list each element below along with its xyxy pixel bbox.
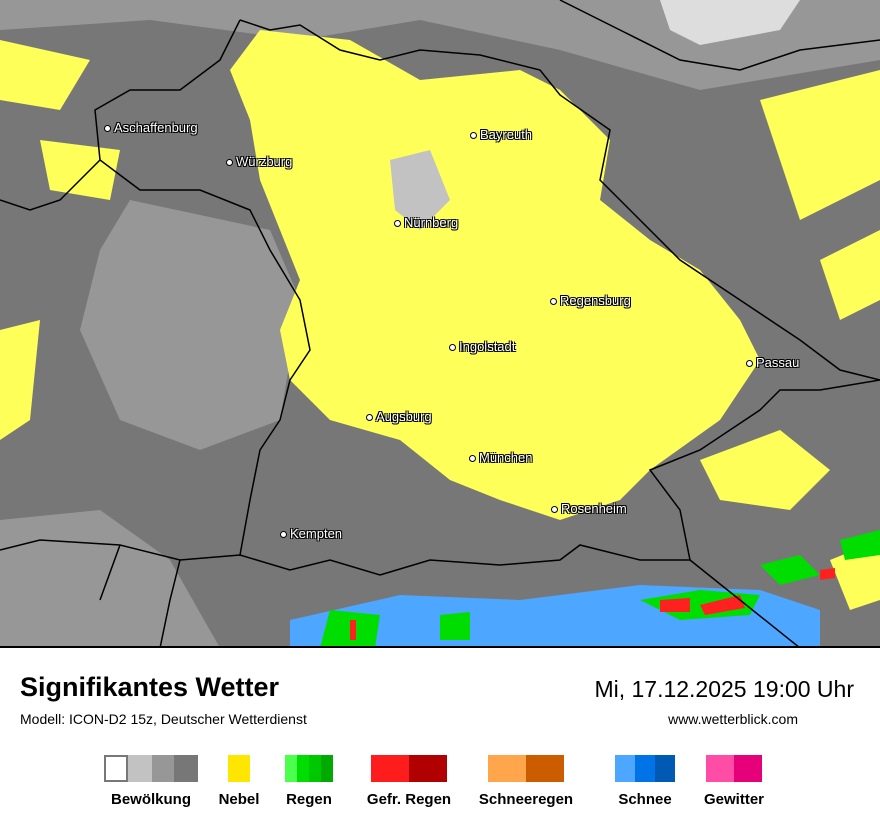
city-dot-icon [449, 344, 456, 352]
legend-swatch [309, 755, 321, 782]
city-rosenheim: Rosenheim [551, 501, 627, 516]
cloud-light-area [660, 0, 800, 45]
legend-swatch [104, 755, 128, 782]
city-nuernberg: Nürnberg [394, 215, 458, 230]
city-dot-icon [226, 159, 233, 167]
city-label: Ingolstadt [459, 339, 516, 354]
city-passau: Passau [746, 355, 799, 370]
city-label: Regensburg [560, 293, 631, 308]
city-label: München [479, 450, 533, 465]
legend-swatch [655, 755, 675, 782]
legend-label: Schneeregen [478, 791, 574, 808]
city-dot-icon [551, 506, 558, 514]
city-augsburg: Augsburg [366, 409, 432, 424]
map-canvas [0, 0, 880, 646]
legend-swatch [228, 755, 250, 782]
cloud-mid-area [0, 0, 880, 90]
legend-swatch [285, 755, 297, 782]
fog-patches [0, 40, 880, 610]
city-label: Würzburg [236, 154, 293, 169]
legend-swatches [488, 755, 564, 782]
city-label: Aschaffenburg [114, 120, 198, 135]
cloud-mid-area [80, 200, 300, 450]
legend-swatches [706, 755, 762, 782]
city-aschaffenburg: Aschaffenburg [104, 120, 198, 135]
legend-item-schnee: Schnee [615, 755, 675, 808]
weather-map: Aschaffenburg Würzburg Bayreuth Nürnberg… [0, 0, 880, 648]
city-regensburg: Regensburg [550, 293, 631, 308]
city-ingolstadt: Ingolstadt [449, 339, 515, 354]
legend-swatch [635, 755, 655, 782]
legend-swatch [128, 755, 152, 782]
legend-item-schneeregen: Schneeregen [479, 755, 573, 808]
city-dot-icon [469, 455, 476, 463]
city-kempten: Kempten [280, 526, 342, 541]
legend-swatch [409, 755, 447, 782]
legend-swatch [321, 755, 333, 782]
city-label: Rosenheim [561, 501, 627, 516]
legend-label: Regen [286, 791, 332, 808]
legend-swatch [371, 755, 409, 782]
border-sachsen [559, 0, 880, 71]
border-austria [0, 379, 880, 576]
legend-item-gewitter: Gewitter [704, 755, 764, 808]
city-dot-icon [470, 132, 477, 140]
legend-label: Gefr. Regen [366, 791, 452, 808]
border-hessen [0, 159, 101, 211]
legend-swatches [615, 755, 675, 782]
city-dot-icon [394, 220, 401, 228]
legend-item-bewölkung: Bewölkung [104, 755, 198, 808]
legend-swatches [228, 755, 250, 782]
forecast-datetime: Mi, 17.12.2025 19:00 Uhr [594, 676, 854, 702]
legend-swatch [706, 755, 734, 782]
legend-swatch [734, 755, 762, 782]
city-bayreuth: Bayreuth [470, 127, 532, 142]
borders [0, 0, 880, 646]
city-muenchen: München [469, 450, 532, 465]
cloud-light-area [390, 150, 450, 230]
legend-swatch [526, 755, 564, 782]
city-dot-icon [746, 360, 753, 368]
border-lines [99, 544, 799, 646]
legend-item-regen: Regen [285, 755, 333, 808]
legend-swatches [371, 755, 447, 782]
legend-label: Gewitter [703, 791, 765, 808]
city-dot-icon [280, 531, 287, 539]
city-dot-icon [104, 125, 111, 133]
fog-area [230, 30, 760, 520]
model-subtitle: Modell: ICON-D2 15z, Deutscher Wetterdie… [20, 711, 307, 727]
city-dot-icon [366, 414, 373, 422]
legend-item-gefr-regen: Gefr. Regen [367, 755, 451, 808]
city-label: Nürnberg [404, 215, 459, 230]
legend-swatch [488, 755, 526, 782]
city-label: Augsburg [376, 409, 432, 424]
legend-item-nebel: Nebel [219, 755, 259, 808]
legend-swatches [104, 755, 198, 782]
legend-label: Bewölkung [110, 791, 192, 808]
city-wuerzburg: Würzburg [226, 154, 292, 169]
border-bw-bayern [94, 19, 311, 556]
legend-swatch [152, 755, 174, 782]
city-label: Kempten [290, 526, 343, 541]
legend-swatch [615, 755, 635, 782]
city-label: Passau [756, 355, 800, 370]
legend-swatch [297, 755, 309, 782]
page-title: Signifikantes Wetter [20, 672, 280, 702]
border-czech [239, 19, 880, 381]
legend-swatches [285, 755, 333, 782]
legend-label: Schnee [618, 791, 672, 808]
city-dot-icon [550, 298, 557, 306]
legend-label: Nebel [218, 791, 260, 808]
website-link[interactable]: www.wetterblick.com [668, 711, 798, 727]
cloud-mid-area [0, 510, 219, 646]
freezing-rain-area [350, 568, 835, 640]
city-label: Bayreuth [480, 127, 533, 142]
rain-area [320, 530, 880, 646]
legend-swatch [174, 755, 198, 782]
